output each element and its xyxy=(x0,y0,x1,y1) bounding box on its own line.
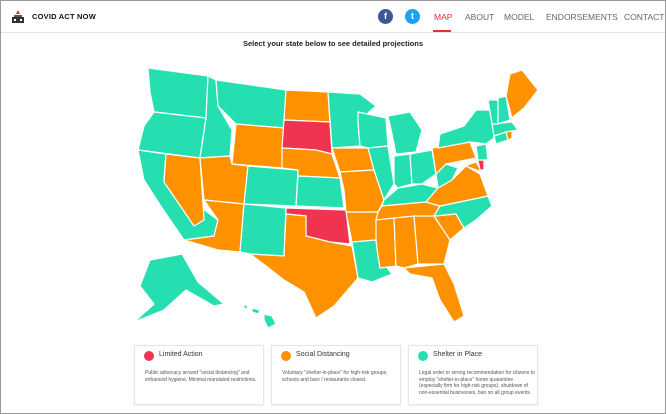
state-massachusetts[interactable] xyxy=(491,121,519,137)
logo-icon[interactable] xyxy=(11,10,25,24)
legend-title: Limited Action xyxy=(159,351,203,358)
state-wisconsin[interactable] xyxy=(357,111,389,149)
legend-description: Legal order or strong recommendation for… xyxy=(419,370,535,396)
state-florida[interactable] xyxy=(403,263,465,323)
nav-contact[interactable]: CONTACT xyxy=(624,12,665,22)
state-hawaii[interactable] xyxy=(241,303,277,329)
state-north-dakota[interactable] xyxy=(283,89,331,123)
limited-action-dot-icon xyxy=(144,351,154,361)
page-subtitle: Select your state below to see detailed … xyxy=(242,39,424,48)
legend-card-limited-action: Limited Action Public advocacy around "s… xyxy=(134,345,264,405)
active-nav-indicator xyxy=(433,30,451,32)
us-map xyxy=(133,67,539,329)
state-wyoming[interactable] xyxy=(231,123,285,169)
twitter-icon[interactable]: t xyxy=(405,9,420,24)
facebook-icon[interactable]: f xyxy=(378,9,393,24)
state-kansas[interactable] xyxy=(295,175,345,209)
state-mississippi[interactable] xyxy=(375,217,397,269)
legend-description: Public advocacy around "social distancin… xyxy=(145,370,257,383)
nav-about[interactable]: ABOUT xyxy=(465,12,495,22)
state-nevada[interactable] xyxy=(163,153,205,227)
state-illinois[interactable] xyxy=(367,145,395,201)
legend-card-shelter-in-place: Shelter in Place Legal order or strong r… xyxy=(408,345,538,405)
state-iowa[interactable] xyxy=(331,147,375,173)
state-alabama[interactable] xyxy=(393,215,419,269)
brand-name[interactable]: COVID ACT NOW xyxy=(32,12,96,21)
social-distancing-dot-icon xyxy=(281,351,291,361)
state-georgia[interactable] xyxy=(413,215,451,265)
legend-title: Social Distancing xyxy=(296,351,350,358)
nav-map[interactable]: MAP xyxy=(434,12,453,22)
state-maine[interactable] xyxy=(505,69,539,119)
state-new-jersey[interactable] xyxy=(475,143,489,161)
site-header: COVID ACT NOW f t MAP ABOUT MODEL ENDORS… xyxy=(1,1,665,33)
state-ohio[interactable] xyxy=(409,149,437,185)
state-new-mexico[interactable] xyxy=(239,203,287,257)
state-colorado[interactable] xyxy=(243,165,299,207)
state-alaska[interactable] xyxy=(133,253,225,323)
nav-model[interactable]: MODEL xyxy=(504,12,535,22)
legend-title: Shelter in Place xyxy=(433,351,483,358)
nav-endorsements[interactable]: ENDORSEMENTS xyxy=(546,12,618,22)
legend-description: Voluntary "shelter-in-place" for high-ri… xyxy=(282,370,388,383)
state-north-carolina[interactable] xyxy=(433,195,493,229)
state-new-york[interactable] xyxy=(437,109,495,149)
state-texas[interactable] xyxy=(249,213,359,319)
state-michigan[interactable] xyxy=(387,111,423,155)
shelter-in-place-dot-icon xyxy=(418,351,428,361)
legend-card-social-distancing: Social Distancing Voluntary "shelter-in-… xyxy=(271,345,401,405)
state-new-hampshire[interactable] xyxy=(497,95,511,125)
state-washington[interactable] xyxy=(147,67,209,119)
state-maryland[interactable] xyxy=(457,161,483,173)
state-arkansas[interactable] xyxy=(345,211,379,243)
state-indiana[interactable] xyxy=(393,153,413,189)
